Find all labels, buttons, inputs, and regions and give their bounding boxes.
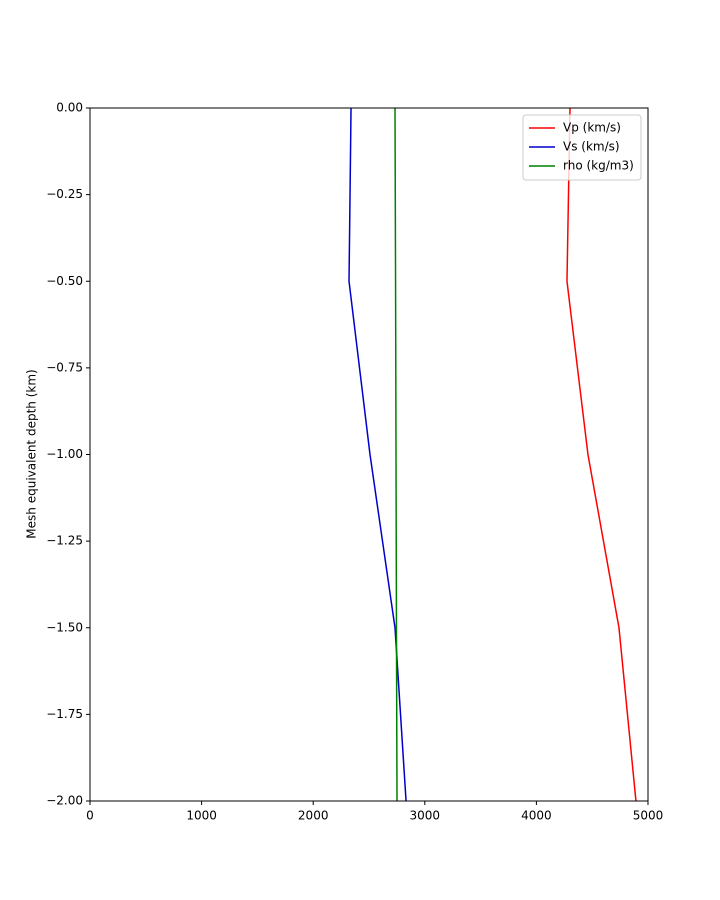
y-tick-label: −1.75 <box>46 707 83 721</box>
x-tick-label: 3000 <box>410 809 441 823</box>
x-tick-label: 0 <box>86 809 94 823</box>
y-tick-label: −2.00 <box>46 794 83 808</box>
legend-box <box>522 114 642 181</box>
x-tick-label: 5000 <box>633 809 664 823</box>
series-line <box>348 107 407 802</box>
y-tick-label: −0.75 <box>46 360 83 374</box>
y-tick-label: −1.25 <box>46 534 83 548</box>
legend-label: Vp (km/s) <box>563 121 621 135</box>
x-tick-label: 1000 <box>186 809 217 823</box>
x-tick-label: 4000 <box>521 809 552 823</box>
y-tick-label: 0.00 <box>56 101 83 115</box>
y-tick-label: −1.00 <box>46 447 83 461</box>
legend-label: Vs (km/s) <box>563 140 620 154</box>
plot-frame <box>89 107 649 802</box>
y-tick-label: −0.25 <box>46 187 83 201</box>
legend-label: rho (kg/m3) <box>563 159 634 173</box>
y-tick-label: −0.50 <box>46 274 83 288</box>
series-line <box>394 107 398 802</box>
x-tick-label: 2000 <box>298 809 329 823</box>
y-tick-label: −1.50 <box>46 620 83 634</box>
y-axis-label: Mesh equivalent depth (km) <box>25 369 39 538</box>
series-line <box>566 107 637 802</box>
